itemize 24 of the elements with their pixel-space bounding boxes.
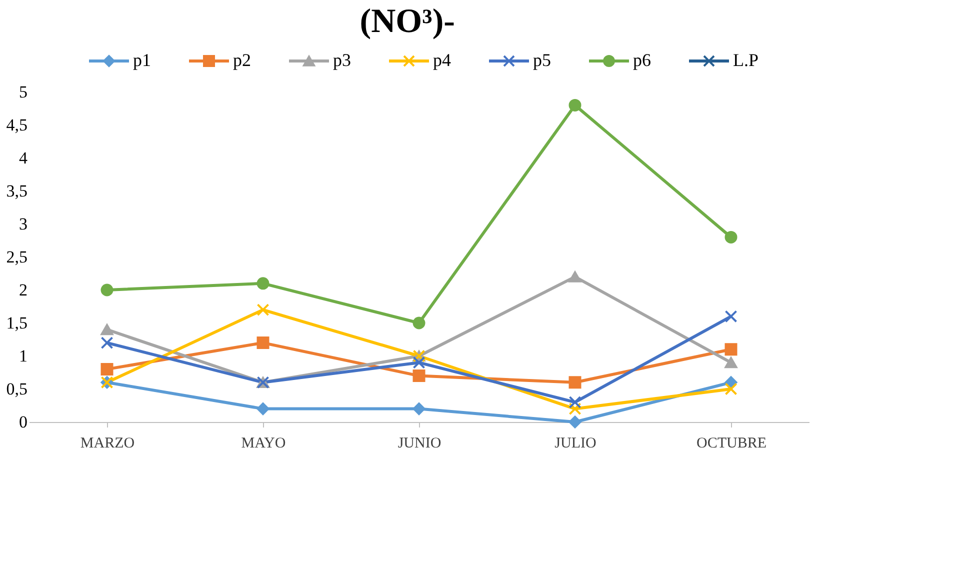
y-tick-label: 5 [19, 82, 28, 102]
y-tick-label: 0 [19, 412, 28, 432]
legend-label: p6 [633, 50, 651, 70]
legend-label: p5 [533, 50, 551, 70]
y-tick-label: 2 [19, 280, 28, 300]
x-tick-label: JULIO [554, 436, 596, 452]
x-tick-label: JUNIO [398, 436, 442, 452]
y-tick-label: 3 [19, 214, 28, 234]
x-tick-label: MARZO [80, 436, 135, 452]
legend-label: L.P [733, 50, 759, 70]
x-tick-label: OCTUBRE [696, 436, 767, 452]
legend-label: p2 [233, 50, 251, 70]
x-tick-label: MAYO [241, 436, 286, 452]
y-tick-label: 0,5 [6, 380, 28, 398]
y-tick-label: 1,5 [6, 314, 28, 332]
y-tick-label: 3,5 [6, 182, 28, 200]
y-tick-label: 4 [19, 148, 28, 168]
legend-label: p1 [133, 50, 151, 70]
y-tick-label: 4,5 [6, 116, 28, 134]
legend-label: p3 [333, 50, 351, 70]
chart-title: (NO³)- [360, 3, 455, 40]
y-tick-label: 1 [19, 346, 28, 366]
legend-label: p4 [433, 50, 451, 70]
y-tick-label: 2,5 [6, 248, 28, 266]
